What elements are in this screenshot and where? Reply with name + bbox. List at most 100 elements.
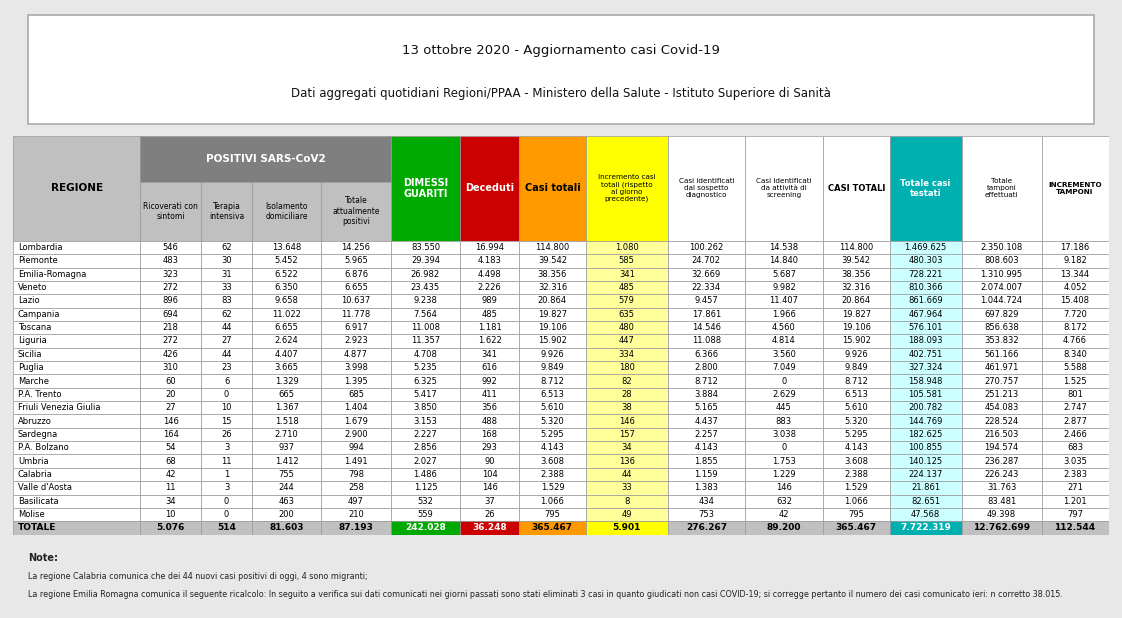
Text: 4.143: 4.143: [541, 443, 564, 452]
Text: 0: 0: [781, 376, 787, 386]
Bar: [745, 428, 822, 441]
Bar: [962, 494, 1041, 508]
Text: 14.256: 14.256: [341, 243, 370, 252]
Text: 19.106: 19.106: [842, 323, 871, 332]
Bar: [962, 375, 1041, 387]
Bar: [140, 441, 201, 454]
Bar: [586, 401, 668, 415]
Text: 216.503: 216.503: [984, 430, 1019, 439]
Bar: [390, 268, 460, 281]
Bar: [13, 321, 140, 334]
Bar: [668, 481, 745, 494]
Bar: [586, 281, 668, 294]
Bar: [890, 321, 962, 334]
Bar: [321, 241, 390, 254]
Text: 514: 514: [218, 523, 236, 532]
Bar: [890, 521, 962, 535]
Bar: [668, 136, 745, 241]
Text: 3.884: 3.884: [695, 390, 718, 399]
Bar: [822, 254, 890, 268]
Bar: [586, 308, 668, 321]
Bar: [1041, 468, 1109, 481]
Text: Lazio: Lazio: [18, 297, 39, 305]
Text: 26: 26: [221, 430, 232, 439]
Text: 10: 10: [165, 510, 176, 519]
Text: 44: 44: [221, 323, 232, 332]
Bar: [668, 441, 745, 454]
Text: 1.486: 1.486: [414, 470, 438, 479]
Bar: [460, 521, 519, 535]
Text: 114.800: 114.800: [535, 243, 570, 252]
Bar: [252, 334, 321, 347]
Text: 158.948: 158.948: [909, 376, 942, 386]
Text: 272: 272: [163, 283, 178, 292]
Text: 14.538: 14.538: [770, 243, 799, 252]
Bar: [140, 136, 390, 182]
Bar: [460, 347, 519, 361]
Bar: [745, 441, 822, 454]
Bar: [668, 375, 745, 387]
Text: REGIONE: REGIONE: [50, 184, 103, 193]
Bar: [13, 375, 140, 387]
Text: Sardegna: Sardegna: [18, 430, 58, 439]
Bar: [822, 401, 890, 415]
Text: 10.637: 10.637: [341, 297, 370, 305]
Text: 2.877: 2.877: [1063, 417, 1087, 426]
Bar: [1041, 321, 1109, 334]
Bar: [140, 308, 201, 321]
Bar: [586, 294, 668, 308]
Text: 112.544: 112.544: [1055, 523, 1095, 532]
Bar: [519, 387, 586, 401]
Text: Puglia: Puglia: [18, 363, 44, 372]
Bar: [321, 182, 390, 241]
Text: 1.753: 1.753: [772, 457, 795, 465]
Bar: [745, 254, 822, 268]
Text: 200: 200: [278, 510, 294, 519]
Text: 11.088: 11.088: [692, 336, 721, 345]
Text: 31.763: 31.763: [987, 483, 1017, 493]
Text: 82.651: 82.651: [911, 497, 940, 506]
Text: 3.038: 3.038: [772, 430, 795, 439]
Text: 36.248: 36.248: [472, 523, 507, 532]
Bar: [140, 182, 201, 241]
Text: 9.457: 9.457: [695, 297, 718, 305]
Text: 994: 994: [348, 443, 364, 452]
Bar: [13, 308, 140, 321]
Bar: [962, 281, 1041, 294]
Bar: [201, 454, 252, 468]
Bar: [201, 241, 252, 254]
Text: 12.762.699: 12.762.699: [973, 523, 1030, 532]
Text: 5.588: 5.588: [1064, 363, 1087, 372]
Text: 1.404: 1.404: [344, 403, 368, 412]
Bar: [13, 136, 140, 241]
Bar: [519, 481, 586, 494]
Text: 15.902: 15.902: [842, 336, 871, 345]
Text: 19.106: 19.106: [537, 323, 567, 332]
Bar: [890, 401, 962, 415]
Bar: [460, 361, 519, 375]
Text: 2.027: 2.027: [414, 457, 438, 465]
Text: 808.603: 808.603: [984, 256, 1019, 265]
Text: 426: 426: [163, 350, 178, 359]
Text: 1.966: 1.966: [772, 310, 795, 319]
Text: 801: 801: [1067, 390, 1083, 399]
Text: Casi identificati
da attività di
screening: Casi identificati da attività di screeni…: [756, 179, 811, 198]
Text: 5.295: 5.295: [541, 430, 564, 439]
Bar: [745, 494, 822, 508]
Bar: [321, 468, 390, 481]
Text: 798: 798: [348, 470, 364, 479]
Bar: [140, 521, 201, 535]
Bar: [460, 375, 519, 387]
Bar: [962, 521, 1041, 535]
Bar: [460, 454, 519, 468]
Bar: [460, 321, 519, 334]
Bar: [668, 241, 745, 254]
Text: 3.998: 3.998: [344, 363, 368, 372]
Bar: [460, 415, 519, 428]
Text: 5.687: 5.687: [772, 269, 795, 279]
Text: 2.923: 2.923: [344, 336, 368, 345]
Bar: [668, 268, 745, 281]
Bar: [745, 387, 822, 401]
Text: 585: 585: [619, 256, 635, 265]
Text: 3: 3: [224, 483, 229, 493]
